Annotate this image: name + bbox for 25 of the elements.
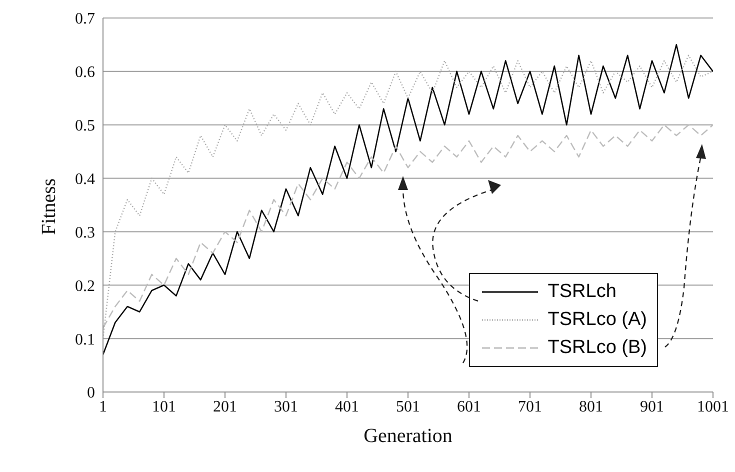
x-tick-label: 701 bbox=[518, 398, 542, 416]
x-tick-label: 601 bbox=[457, 398, 481, 416]
x-tick-label: 901 bbox=[640, 398, 664, 416]
line-series bbox=[103, 124, 713, 329]
x-tick-label: 1001 bbox=[697, 398, 729, 416]
x-tick-label: 801 bbox=[579, 398, 603, 416]
y-tick-label: 0.3 bbox=[75, 224, 95, 242]
x-tick-label: 301 bbox=[274, 398, 298, 416]
y-tick-label: 0.4 bbox=[75, 170, 95, 188]
legend-label: TSRLco (B) bbox=[548, 337, 647, 359]
x-tick-label: 201 bbox=[213, 398, 237, 416]
x-tick-label: 101 bbox=[152, 398, 176, 416]
x-tick-label: 401 bbox=[335, 398, 359, 416]
legend-label: TSRLch bbox=[548, 281, 616, 303]
y-tick-label: 0 bbox=[87, 384, 95, 402]
y-tick-label: 0.6 bbox=[75, 64, 95, 82]
y-tick-label: 0.7 bbox=[75, 10, 95, 28]
legend-label: TSRLco (A) bbox=[548, 309, 647, 331]
y-axis-title: Fitness bbox=[38, 178, 60, 235]
y-tick-label: 0.2 bbox=[75, 278, 95, 295]
x-tick-label: 1 bbox=[99, 398, 107, 416]
x-tick-label: 501 bbox=[396, 398, 420, 416]
y-tick-label: 0.5 bbox=[75, 118, 95, 135]
y-tick-label: 0.1 bbox=[75, 331, 95, 348]
x-axis-title: Generation bbox=[364, 425, 452, 447]
